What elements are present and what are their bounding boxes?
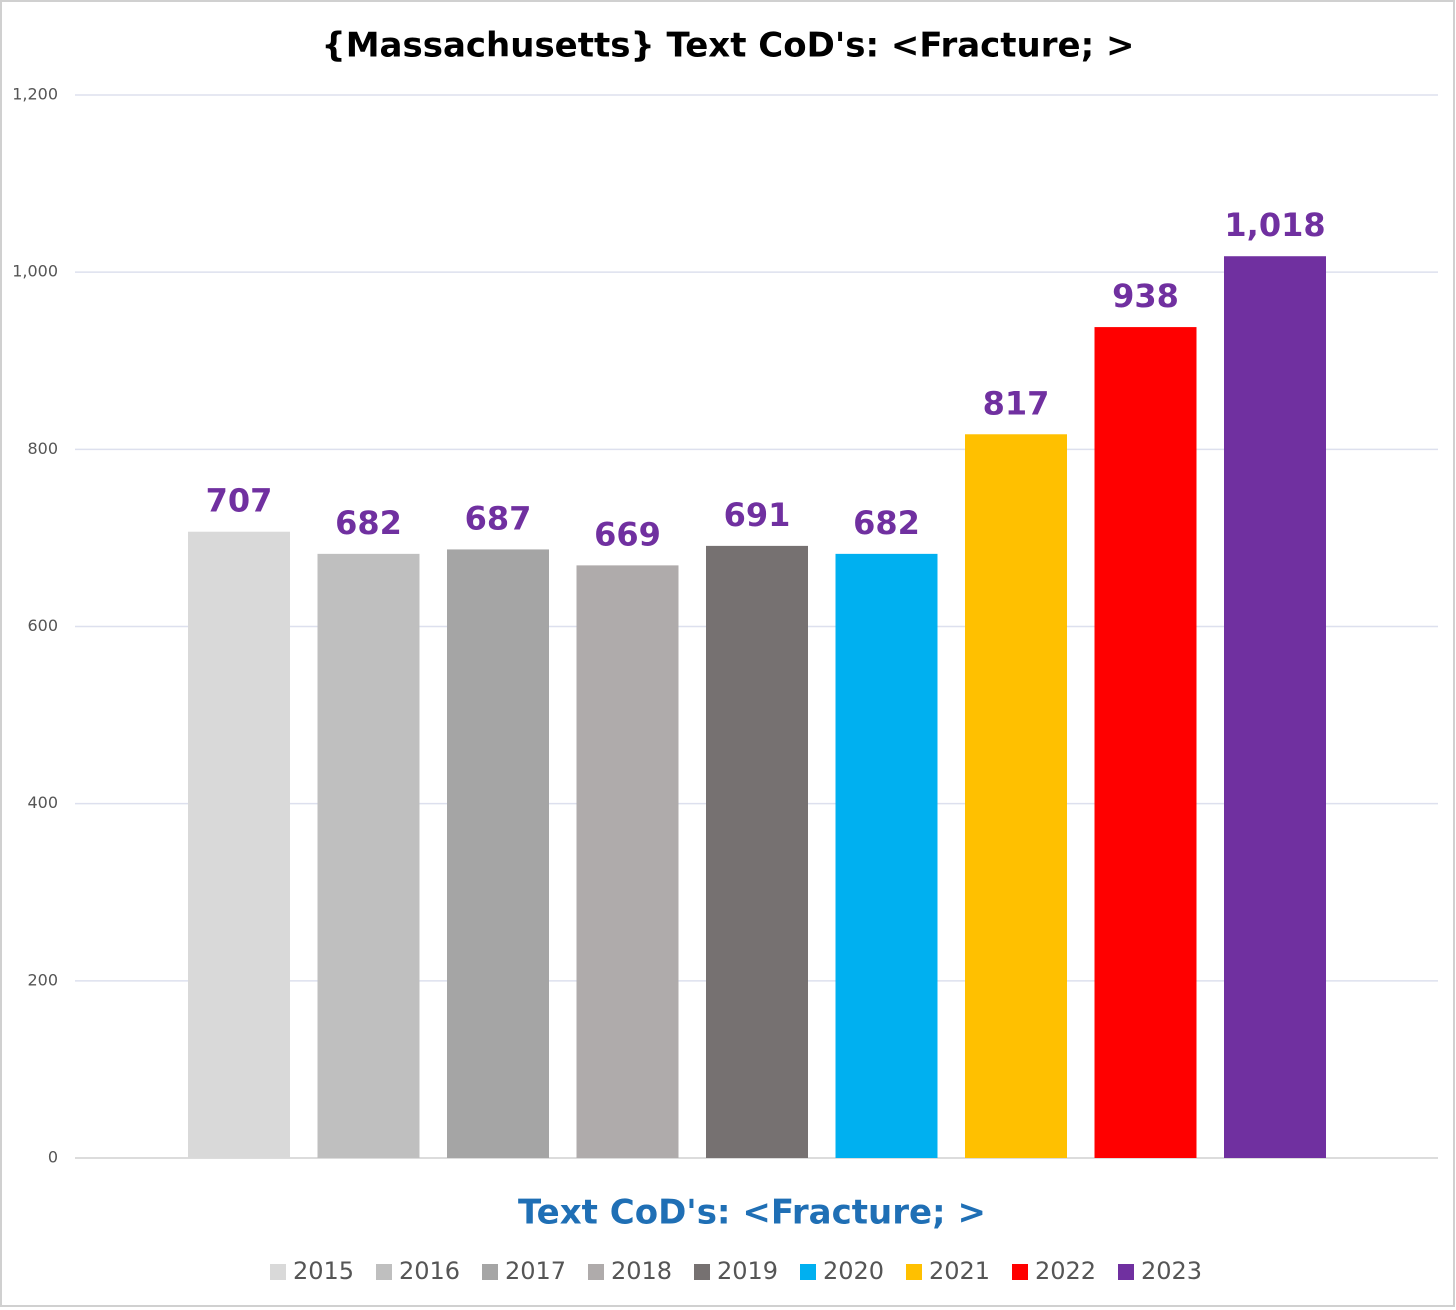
legend-label: 2017 (505, 1257, 566, 1285)
y-tick-label: 800 (27, 439, 58, 458)
data-label: 682 (853, 504, 920, 542)
data-label: 687 (465, 499, 532, 537)
data-label: 691 (724, 496, 791, 534)
x-axis-title: Text CoD's: <Fracture; > (518, 1193, 986, 1233)
legend-label: 2015 (293, 1257, 354, 1285)
legend-label: 2021 (929, 1257, 990, 1285)
legend-swatch (482, 1264, 498, 1280)
legend-label: 2020 (823, 1257, 884, 1285)
data-label: 682 (335, 504, 402, 542)
legend-swatch (800, 1264, 816, 1280)
legend-label: 2022 (1035, 1257, 1096, 1285)
y-tick-label: 400 (27, 793, 58, 812)
y-tick-label: 0 (48, 1148, 58, 1167)
data-label: 817 (983, 384, 1050, 422)
bar (447, 549, 549, 1158)
bar (965, 434, 1067, 1158)
legend-swatch (588, 1264, 604, 1280)
y-tick-label: 1,000 (12, 262, 58, 281)
legend-label: 2019 (717, 1257, 778, 1285)
bar (706, 545, 808, 1158)
legend-label: 2016 (399, 1257, 460, 1285)
y-tick-label: 200 (27, 970, 58, 989)
y-tick-label: 1,200 (12, 85, 58, 104)
legend-swatch (270, 1264, 286, 1280)
bar (317, 553, 420, 1158)
bar (835, 553, 938, 1158)
legend-swatch (376, 1264, 392, 1280)
bar (576, 565, 679, 1158)
bar (188, 531, 290, 1158)
legend-swatch (1118, 1264, 1134, 1280)
legend-label: 2023 (1141, 1257, 1202, 1285)
legend-swatch (1012, 1264, 1028, 1280)
data-label: 669 (594, 515, 661, 553)
data-label: 938 (1112, 277, 1179, 315)
chart-title: {Massachusetts} Text CoD's: <Fracture; > (321, 26, 1134, 66)
legend-swatch (906, 1264, 922, 1280)
legend-swatch (694, 1264, 710, 1280)
y-tick-label: 600 (27, 616, 58, 635)
data-label: 707 (206, 482, 273, 520)
legend-label: 2018 (611, 1257, 672, 1285)
data-label: 1,018 (1224, 206, 1325, 244)
bar (1094, 327, 1197, 1158)
bar (1224, 256, 1326, 1158)
